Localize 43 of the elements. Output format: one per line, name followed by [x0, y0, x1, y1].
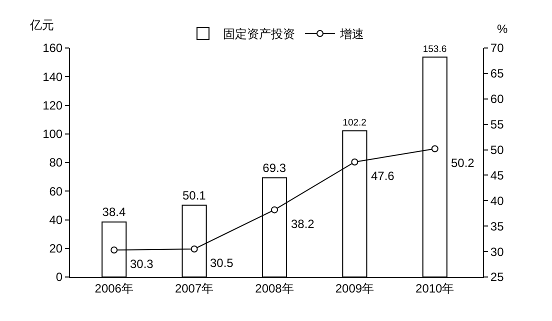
data-label: 153.6 [422, 44, 447, 55]
x-tick-label: 2006年 [94, 281, 134, 296]
data-label: 102.2 [342, 117, 366, 128]
data-label: 38.4 [102, 205, 126, 220]
y2-tick-label: 65 [490, 66, 504, 81]
point [190, 246, 198, 253]
y-tick-label: 40 [49, 212, 63, 227]
data-label: 47.6 [371, 169, 395, 183]
point [351, 158, 358, 166]
y-tick-label: 140 [42, 70, 63, 84]
y-tick-label: 100 [42, 127, 63, 142]
y2-tick-label: 35 [490, 219, 504, 234]
data-label: 69.3 [262, 160, 286, 175]
point [271, 206, 278, 214]
x-tick-label: 2008年 [255, 281, 294, 296]
legend-label: 固定资产投资 [223, 27, 295, 42]
y2-tick-label: 70 [490, 41, 504, 56]
y-tick-label: 20 [49, 242, 63, 256]
legend-label: 增速 [339, 27, 364, 42]
y2-tick-label: 30 [490, 244, 504, 259]
x-tick-label: 2009年 [335, 281, 374, 296]
y2-tick-label: 40 [490, 194, 504, 208]
y-tick-label: 80 [49, 156, 63, 170]
data-label: 30.5 [210, 256, 234, 270]
y2-tick-label: 55 [490, 118, 504, 132]
y2-tick-label: 50 [490, 142, 504, 157]
data-label: 30.3 [130, 257, 154, 271]
y2-axis-title: % [497, 22, 508, 36]
data-label: 50.1 [182, 188, 206, 202]
data-label: 50.2 [451, 156, 475, 170]
point [431, 145, 438, 152]
y2-tick-label: 60 [490, 92, 504, 106]
y-tick-label: 160 [42, 41, 63, 56]
point [110, 246, 118, 254]
x-tick-label: 2010年 [416, 281, 454, 296]
y-tick-label: 60 [49, 184, 63, 198]
data-label: 38.2 [291, 217, 315, 231]
y-tick-label: 120 [42, 98, 63, 112]
y-tick-label: 0 [56, 270, 63, 284]
y-axis-title: 亿元 [29, 18, 54, 32]
y2-tick-label: 25 [490, 270, 504, 284]
x-tick-label: 2007年 [174, 281, 214, 296]
y2-tick-label: 45 [490, 168, 504, 182]
